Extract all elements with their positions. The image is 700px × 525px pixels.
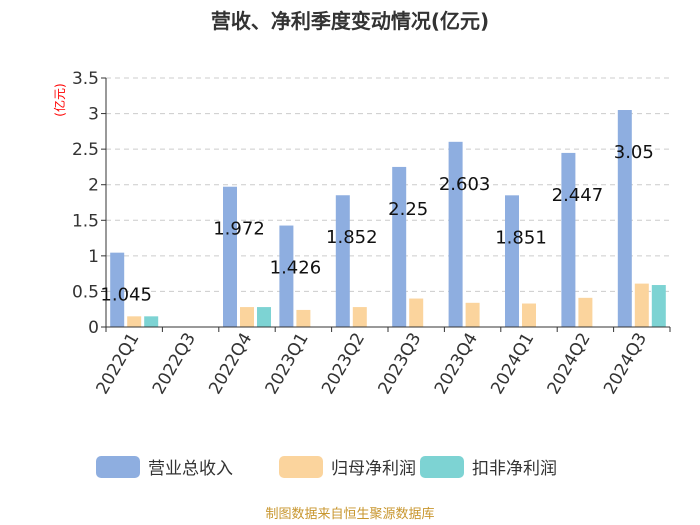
x-axis-ticks: 2022Q1 2022Q3 2022Q4 2023Q1 2023Q2 2023Q3 2023… xyxy=(92,327,671,398)
data-label: 1.045 xyxy=(100,285,152,306)
x-tick-label: 2023Q2 xyxy=(318,330,369,398)
bar-2024Q2-1 xyxy=(578,297,593,327)
y-tick-label: 0.5 xyxy=(72,282,99,302)
y-tick-label: 2.5 xyxy=(72,140,99,160)
source-note: 制图数据来自恒生聚源数据库 xyxy=(265,506,434,522)
x-tick-label: 2022Q1 xyxy=(92,330,143,398)
x-tick-label: 2023Q4 xyxy=(431,330,482,398)
x-tick-label: 2023Q3 xyxy=(374,330,425,398)
x-tick-label: 2022Q3 xyxy=(149,330,200,398)
bar-2023Q4-1 xyxy=(465,302,480,327)
y-tick-label: 0 xyxy=(88,318,99,338)
data-label: 1.851 xyxy=(495,227,547,248)
bar-2022Q1-0 xyxy=(110,252,125,327)
bar-2023Q2-0 xyxy=(335,195,350,327)
y-tick-label: 1.5 xyxy=(72,211,99,231)
data-label: 1.972 xyxy=(213,219,265,240)
legend-swatch-0 xyxy=(96,456,140,478)
y-tick-label: 1 xyxy=(88,247,99,267)
x-tick-label: 2022Q4 xyxy=(205,330,256,398)
data-label: 2.447 xyxy=(552,185,604,206)
bar-2022Q4-1 xyxy=(240,307,254,327)
x-tick-label: 2024Q1 xyxy=(487,330,538,398)
bar-2024Q1-1 xyxy=(522,303,536,327)
legend-label-2: 扣非净利润 xyxy=(472,459,557,479)
data-label: 3.05 xyxy=(614,142,654,163)
bar-2023Q1-0 xyxy=(279,225,294,327)
data-label: 2.25 xyxy=(388,199,428,220)
bar-2024Q1-0 xyxy=(505,195,519,327)
bar-2023Q4-0 xyxy=(448,141,463,327)
bar-2024Q2-0 xyxy=(561,152,576,327)
y-tick-label: 2 xyxy=(88,176,99,196)
bar-2022Q1-2 xyxy=(144,316,159,327)
bar-2023Q3-1 xyxy=(409,298,424,327)
bar-2024Q3-2 xyxy=(651,285,666,327)
y-axis-ticks: 0 0.5 1 1.5 2 2.5 3 3.5 xyxy=(72,69,106,338)
chart-title: 营收、净利季度变动情况(亿元) xyxy=(211,9,489,33)
bar-2023Q1-1 xyxy=(296,309,311,327)
legend-swatch-2 xyxy=(420,456,464,478)
data-label: 1.426 xyxy=(270,258,322,279)
bar-2022Q4-0 xyxy=(223,186,237,327)
legend-label-1: 归母净利润 xyxy=(331,459,416,479)
bar-2024Q3-1 xyxy=(634,283,649,327)
data-label: 1.852 xyxy=(326,227,378,248)
bar-2023Q3-0 xyxy=(392,166,407,327)
x-tick-label: 2024Q2 xyxy=(544,330,595,398)
bars xyxy=(110,110,666,327)
bar-2022Q4-2 xyxy=(257,307,271,327)
y-tick-label: 3.5 xyxy=(72,69,99,89)
x-tick-label: 2024Q3 xyxy=(600,330,651,398)
bar-2023Q2-1 xyxy=(352,307,367,327)
y-axis-label: (亿元) xyxy=(52,83,67,116)
bar-2022Q1-1 xyxy=(127,316,142,327)
data-label: 2.603 xyxy=(439,174,491,195)
bar-2024Q3-0 xyxy=(617,110,632,327)
y-tick-label: 3 xyxy=(88,105,99,125)
gridlines xyxy=(106,77,670,292)
x-tick-label: 2023Q1 xyxy=(262,330,313,398)
legend: 营业总收入 归母净利润 扣非净利润 xyxy=(96,456,557,479)
legend-swatch-1 xyxy=(279,456,323,478)
legend-label-0: 营业总收入 xyxy=(148,459,233,479)
